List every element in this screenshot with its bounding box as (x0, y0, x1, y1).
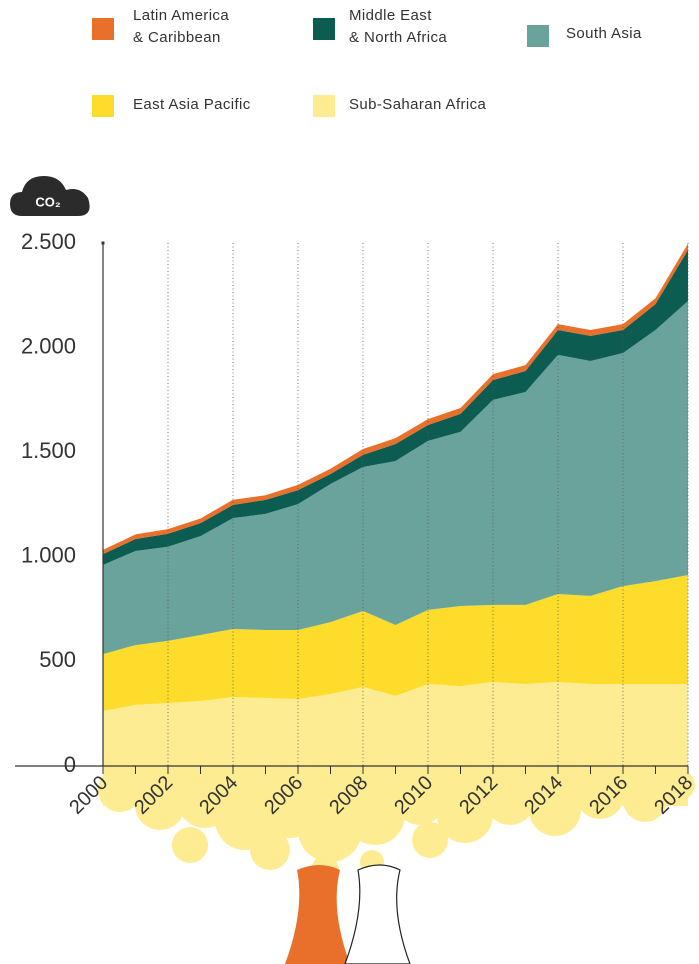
legend-label: Sub-Saharan Africa (349, 96, 487, 113)
legend-item: Latin America & Caribbean (133, 7, 230, 46)
areas (103, 243, 688, 766)
legend-label: East Asia Pacific (133, 96, 251, 113)
y-tick-label: 2.500 (21, 229, 76, 254)
legend-swatch (313, 18, 335, 40)
y-tick-label: 2.000 (21, 333, 76, 358)
legend-swatch (313, 95, 335, 117)
decoration (98, 766, 695, 964)
co2-icon: CO₂ (10, 176, 90, 216)
y-tick-label: 0 (64, 752, 76, 777)
legend-label: Middle East & North Africa (349, 7, 448, 46)
area (103, 681, 688, 766)
area (103, 300, 688, 655)
legend-swatch (92, 95, 114, 117)
legend-swatch (92, 18, 114, 40)
legend-item: South Asia (566, 25, 642, 42)
legend-item: Middle East & North Africa (349, 7, 448, 46)
icon-label: CO₂ (35, 194, 61, 209)
y-tick-label: 1.500 (21, 438, 76, 463)
y-tick-label: 1.000 (21, 543, 76, 568)
legend-label: South Asia (566, 25, 642, 42)
area (103, 575, 688, 711)
legend-item: East Asia Pacific (133, 96, 251, 113)
legend-item: Sub-Saharan Africa (349, 96, 487, 113)
legend-swatch (527, 25, 549, 47)
legend-label: Latin America & Caribbean (133, 7, 230, 46)
y-tick-label: 500 (39, 647, 76, 672)
